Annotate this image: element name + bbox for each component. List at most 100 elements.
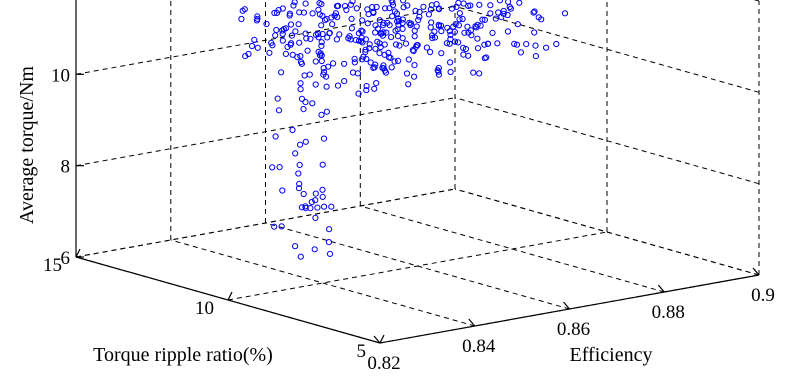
data-point <box>282 50 289 58</box>
data-point <box>298 204 305 211</box>
data-point <box>405 81 412 88</box>
data-point <box>320 135 328 142</box>
data-point <box>312 58 319 65</box>
data-point <box>443 40 450 47</box>
data-point <box>376 40 383 47</box>
data-point <box>496 0 503 4</box>
data-point <box>481 16 488 23</box>
data-point <box>263 20 270 28</box>
data-point <box>393 10 400 17</box>
data-point <box>355 90 362 97</box>
data-point <box>287 21 295 28</box>
data-point <box>489 29 496 37</box>
data-point <box>351 59 358 66</box>
data-point <box>479 16 486 23</box>
data-point <box>328 203 335 210</box>
data-point <box>298 60 305 67</box>
data-point <box>300 190 307 198</box>
x-tick-label: 15 <box>43 255 62 276</box>
data-point <box>500 7 507 15</box>
data-point <box>523 41 530 48</box>
data-point <box>251 36 258 44</box>
grid-line <box>75 5 456 75</box>
data-point <box>462 45 469 53</box>
data-point <box>366 45 373 52</box>
data-point <box>404 2 411 9</box>
data-point <box>360 53 367 60</box>
y-tick-mark <box>657 284 665 293</box>
data-point <box>370 64 377 72</box>
data-point <box>472 23 479 30</box>
data-point <box>292 28 299 35</box>
grid-line <box>75 188 456 258</box>
grid-line <box>170 239 475 327</box>
data-point <box>409 47 416 54</box>
data-point <box>382 5 389 12</box>
grid-layer <box>75 0 760 344</box>
data-point <box>561 10 569 17</box>
data-point <box>333 36 340 43</box>
data-point <box>381 51 388 58</box>
data-point <box>476 1 483 8</box>
data-point <box>296 180 303 187</box>
x-tick-mark <box>379 334 385 344</box>
data-point <box>326 29 333 37</box>
data-point <box>386 22 393 29</box>
data-point <box>399 25 406 32</box>
data-point <box>292 243 299 250</box>
data-point <box>320 65 327 72</box>
data-point <box>513 41 521 48</box>
data-point <box>399 16 406 23</box>
x-tick-mark <box>227 291 233 301</box>
data-point <box>319 186 326 193</box>
data-point <box>359 39 366 46</box>
data-point <box>248 42 256 50</box>
data-point <box>376 50 383 57</box>
y-tick-label: 0.84 <box>462 336 496 357</box>
data-point <box>321 203 328 210</box>
data-point <box>272 133 279 140</box>
data-point <box>333 3 341 10</box>
data-point <box>329 21 336 28</box>
data-point <box>377 43 384 51</box>
data-point <box>531 29 538 36</box>
data-point <box>447 68 454 76</box>
data-point <box>391 58 398 65</box>
data-point <box>295 170 302 177</box>
data-point <box>460 0 467 7</box>
data-point <box>369 4 376 11</box>
data-point <box>394 33 402 40</box>
data-point <box>495 9 502 16</box>
y-tick-label: 0.9 <box>751 285 775 306</box>
data-point <box>452 21 459 28</box>
data-point <box>504 11 511 19</box>
data-point <box>535 14 542 21</box>
data-point <box>288 40 295 47</box>
data-point <box>318 39 325 46</box>
data-point <box>324 34 331 41</box>
data-point <box>400 0 407 4</box>
data-point <box>377 30 384 37</box>
data-point <box>288 32 295 39</box>
data-point <box>505 0 512 5</box>
data-point <box>238 15 245 23</box>
data-point <box>444 24 451 31</box>
data-point <box>315 30 322 38</box>
data-point <box>498 14 505 21</box>
data-point <box>341 60 348 67</box>
data-point <box>326 226 333 233</box>
axes-layer <box>75 0 760 344</box>
data-point <box>297 53 304 60</box>
data-point <box>309 100 316 107</box>
data-point <box>319 30 326 38</box>
data-point <box>312 214 319 221</box>
data-point <box>470 69 477 76</box>
data-point <box>459 15 466 23</box>
data-point <box>318 22 325 29</box>
data-point <box>241 6 248 13</box>
data-point <box>373 3 380 11</box>
data-point <box>367 59 374 66</box>
data-point <box>395 17 403 25</box>
data-point <box>412 7 419 14</box>
data-point <box>326 250 334 257</box>
